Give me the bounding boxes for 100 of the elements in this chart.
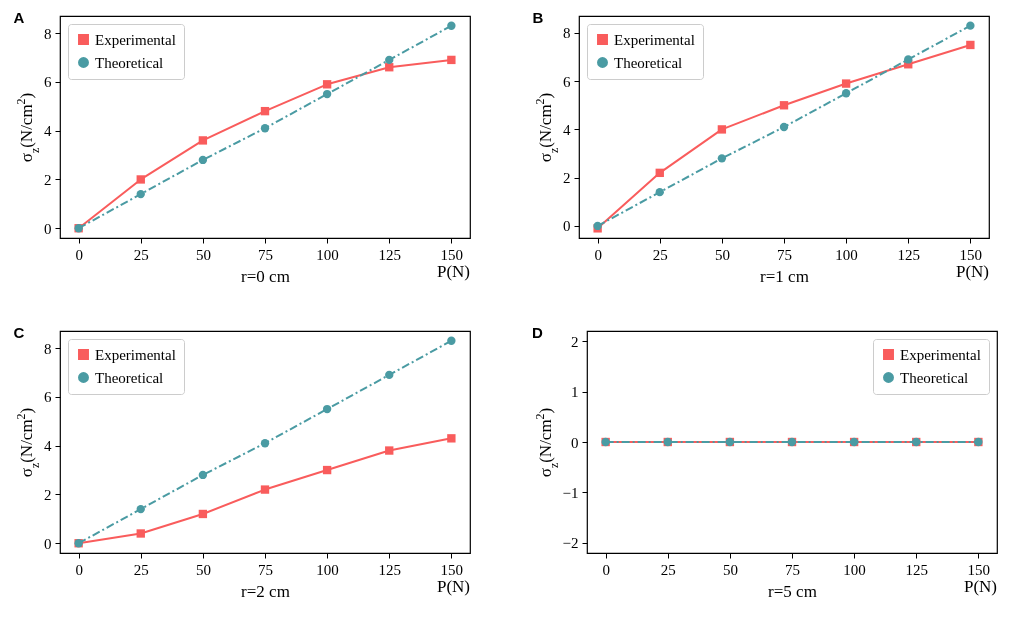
text: P(N) [436, 577, 470, 596]
text: P(N) [955, 262, 989, 281]
point [966, 40, 975, 50]
x-tick-label: 0 [602, 561, 610, 578]
x-axis-title: r=5 cm [768, 581, 817, 601]
point [136, 529, 145, 538]
legend-label: Theoretical [900, 369, 969, 386]
x-tick-label: 150 [959, 246, 983, 263]
point [385, 55, 394, 65]
y-tick-label: 6 [44, 389, 52, 406]
point [260, 124, 270, 133]
chart-title: C [13, 324, 25, 341]
point [198, 136, 208, 145]
x-tick-label: 125 [897, 246, 920, 263]
x-tick-label: 50 [195, 561, 211, 578]
point [655, 187, 664, 197]
point [260, 106, 270, 116]
y-tick-label: 8 [44, 340, 52, 357]
y-tick-label: 2 [571, 333, 579, 350]
y-tick-label: 1 [571, 384, 579, 401]
legend-label: Experimental [900, 346, 981, 363]
point [841, 89, 851, 98]
legend-label: Experimental [614, 31, 695, 48]
x-axis-title: r=1 cm [760, 266, 809, 286]
point [717, 125, 727, 134]
legend-label: Experimental [95, 31, 176, 48]
point [198, 509, 208, 519]
point [966, 21, 975, 30]
x-tick-label: 100 [843, 561, 866, 578]
point [655, 168, 664, 178]
chart-title: D [532, 324, 544, 341]
y-tick-label: 2 [44, 171, 52, 188]
y-tick-label: 8 [44, 25, 52, 42]
x-tick-label: 25 [652, 246, 668, 263]
x-tick-label: 100 [316, 246, 339, 263]
y-tick-label: 2 [44, 486, 52, 503]
x-tick-label: 150 [440, 246, 464, 263]
point [447, 21, 456, 30]
y-tick-label: 6 [563, 73, 571, 90]
y-tick-label: 0 [571, 434, 579, 451]
point [841, 79, 851, 88]
x-tick-label: 150 [440, 561, 464, 578]
point [322, 465, 332, 475]
point [447, 55, 456, 65]
legend-label: Theoretical [614, 54, 683, 71]
x-tick-label: 75 [785, 561, 800, 578]
y-tick-label: 4 [44, 123, 52, 140]
text: P(N) [436, 262, 470, 281]
point [136, 175, 145, 184]
point [779, 122, 789, 132]
point [447, 434, 456, 443]
y-tick-label: 6 [44, 74, 52, 91]
point [322, 89, 332, 99]
point [447, 336, 456, 345]
point [136, 189, 145, 199]
point [779, 101, 789, 110]
point [136, 504, 145, 514]
legend-label: Experimental [95, 346, 176, 363]
y-tick-label: 0 [44, 220, 52, 237]
x-tick-label: 75 [258, 561, 273, 578]
point [198, 470, 208, 480]
point [322, 404, 332, 414]
x-tick-label: 50 [722, 561, 738, 578]
x-axis-title: r=2 cm [241, 581, 290, 601]
x-tick-label: 75 [258, 246, 273, 263]
chart-title: A [13, 9, 25, 26]
x-tick-label: 125 [378, 246, 401, 263]
x-tick-label: 100 [835, 246, 858, 263]
point [717, 154, 727, 163]
text: P(N) [963, 577, 997, 596]
y-tick-label: 0 [563, 218, 571, 235]
point [260, 485, 270, 494]
x-tick-label: 0 [75, 246, 83, 263]
x-tick-label: 125 [905, 561, 928, 578]
point [322, 80, 332, 89]
y-tick-label: 0 [44, 535, 52, 552]
y-tick-label: −1 [562, 484, 579, 501]
chart-title: B [532, 9, 544, 26]
x-tick-label: 100 [316, 561, 339, 578]
y-tick-label: 8 [563, 25, 571, 42]
x-tick-label: 25 [133, 246, 149, 263]
y-tick-label: −2 [562, 535, 579, 552]
y-tick-label: 4 [563, 121, 571, 138]
x-tick-label: 0 [75, 561, 83, 578]
x-tick-label: 75 [777, 246, 792, 263]
x-tick-label: 50 [714, 246, 730, 263]
point [904, 55, 913, 64]
y-tick-label: 2 [563, 170, 571, 187]
x-tick-label: 0 [594, 246, 602, 263]
x-tick-label: 25 [133, 561, 149, 578]
point [385, 446, 394, 455]
x-tick-label: 150 [967, 561, 991, 578]
x-tick-label: 50 [195, 246, 211, 263]
x-tick-label: 25 [660, 561, 676, 578]
y-tick-label: 4 [44, 438, 52, 455]
x-tick-label: 125 [378, 561, 401, 578]
x-axis-title: r=0 cm [241, 266, 290, 286]
point [260, 439, 270, 448]
legend-label: Theoretical [95, 54, 164, 71]
point [198, 155, 208, 165]
